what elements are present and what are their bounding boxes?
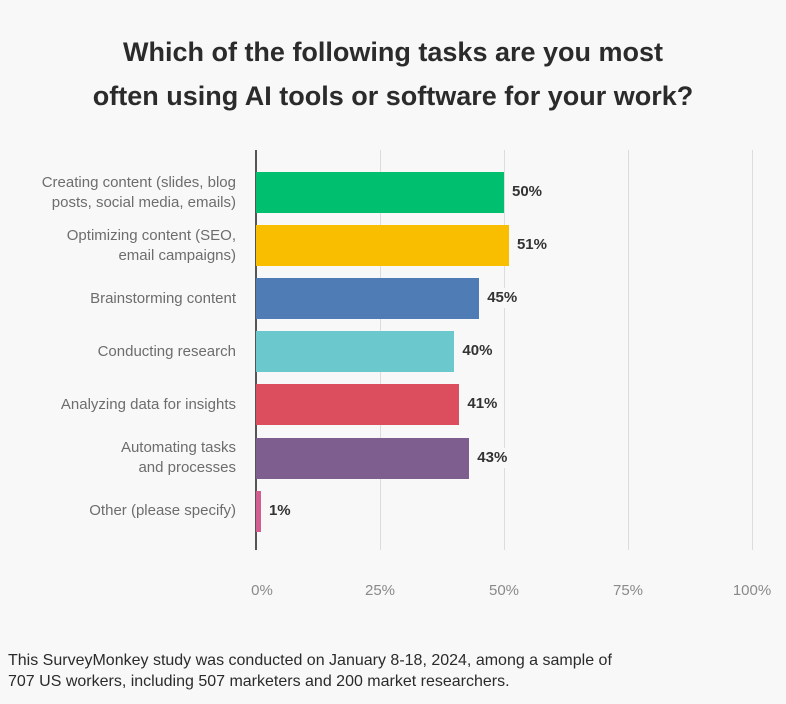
bar-chart: 0% 25% 50% 75% 100% 50% Creating content (slid… [41,150,772,599]
category-label: Conducting research [97,342,236,360]
data-label: 40% [460,341,495,362]
x-tick-label: 0% [251,582,273,599]
chart-title: Which of the following tasks are you mos… [92,37,694,111]
x-tick-label: 100% [732,582,772,599]
bar [256,225,509,267]
category-label: Analyzing data for insights [60,395,236,413]
bar [256,384,460,426]
footnote: This SurveyMonkey study was conducted on… [8,652,612,690]
data-label: 1% [266,500,293,521]
bar [256,278,480,320]
gridline [628,150,629,550]
category-label: Automating tasks and processes [120,439,236,476]
x-tick-label: 50% [488,582,520,599]
x-tick-label: 75% [612,582,644,599]
category-label: Optimizing content (SEO, email campaigns… [66,226,236,264]
data-label: 41% [465,394,500,415]
bar [256,437,470,479]
category-label: Other (please specify) [89,502,236,520]
gridline [504,150,505,550]
x-tick-label: 25% [364,582,396,599]
bar [256,172,504,213]
category-label: Brainstorming content [90,289,236,307]
bar [256,331,455,373]
data-label: 43% [475,447,510,468]
data-label: 51% [514,235,549,256]
data-label: 45% [485,288,520,309]
bar [256,490,261,532]
data-label: 50% [510,182,545,202]
category-label: Creating content (slides, blog posts, so… [41,173,236,211]
gridline [752,150,753,550]
